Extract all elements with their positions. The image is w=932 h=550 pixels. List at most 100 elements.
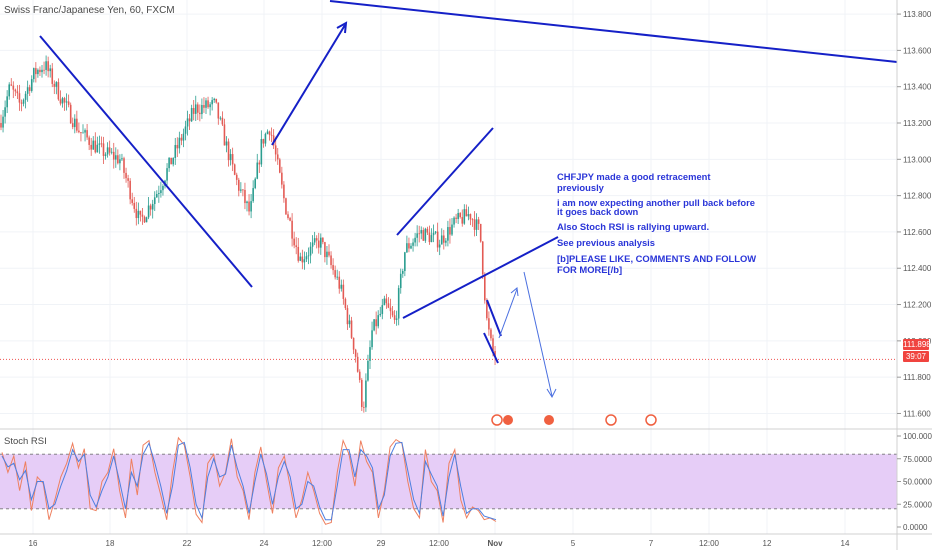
candle-body (334, 270, 336, 278)
candle-body (76, 118, 78, 131)
trend-drawings[interactable] (39, 0, 898, 399)
economic-event-markers[interactable] (491, 414, 657, 426)
candle-body (467, 214, 470, 217)
candle-body (2, 116, 4, 128)
candle-body (231, 154, 234, 165)
event-marker[interactable] (491, 414, 503, 426)
candle-body (16, 91, 19, 94)
candle-body (166, 168, 168, 181)
candle-body (371, 330, 373, 348)
candle-body (78, 130, 80, 133)
candle-body (268, 131, 271, 135)
candle-body (410, 245, 412, 249)
candle-body (219, 117, 222, 119)
candle-body (127, 178, 129, 181)
candle-body (115, 155, 117, 160)
candle-body (41, 69, 43, 73)
candle-body (55, 82, 58, 87)
analysis-note[interactable]: CHFJPY made a good retracement previousl… (557, 171, 757, 275)
candle-body (182, 133, 185, 141)
long-resistance-line[interactable] (329, 0, 898, 63)
channel-lower-line[interactable] (402, 236, 559, 319)
price-tick-label: 111.800 (903, 373, 931, 382)
candle-body (207, 100, 209, 108)
candle-body (414, 237, 416, 243)
candle-body (287, 214, 289, 218)
candle-body (426, 228, 429, 233)
candle-body (65, 101, 68, 103)
event-marker-flag-icon[interactable] (544, 415, 554, 425)
candle-body (289, 217, 291, 221)
candle-body (248, 201, 250, 212)
candle-body (488, 318, 490, 330)
price-tick-label: 113.000 (903, 155, 932, 164)
candle-body (22, 99, 25, 104)
candle-body (281, 172, 283, 185)
channel-upper-line[interactable] (396, 127, 494, 236)
candle-body (6, 96, 8, 108)
rsi-tick-label: 25.0000 (903, 500, 932, 509)
candle-body (133, 202, 136, 209)
candle-body (246, 201, 248, 204)
rsi-tick-label: 50.0000 (903, 478, 932, 487)
candle-body (53, 83, 56, 87)
candle-body (428, 232, 431, 243)
candle-body (305, 256, 308, 260)
candle-body (213, 98, 215, 101)
candle-body (86, 130, 88, 138)
candle-body (71, 123, 74, 128)
candle-body (412, 242, 414, 246)
downtrend-line-left[interactable] (39, 35, 253, 288)
candle-body (266, 131, 269, 134)
event-marker[interactable] (645, 414, 657, 426)
stoch-rsi-label[interactable]: Stoch RSI (4, 436, 47, 447)
candle-body (367, 360, 369, 381)
candle-body (137, 210, 140, 219)
candle-body (258, 162, 261, 165)
last-price-badge: 111.898 (903, 339, 931, 350)
candle-body (98, 143, 101, 145)
candle-body (117, 155, 119, 164)
candle-body (416, 233, 418, 238)
candle-body (203, 105, 205, 108)
candle-body (356, 356, 359, 372)
candle-body (74, 118, 76, 128)
candle-body (104, 154, 107, 156)
candle-body (383, 298, 386, 306)
time-tick-label: 16 (29, 539, 38, 548)
rsi-axis-ticks[interactable]: 100.0000 75.0000 50.0000 25.0000 0.0000 (897, 432, 932, 532)
candle-body (477, 219, 480, 224)
candle-body (47, 61, 49, 72)
candle-body (285, 198, 287, 215)
arrow-up-left[interactable] (271, 24, 346, 146)
candle-body (350, 320, 353, 338)
flag-line-2[interactable] (483, 332, 499, 364)
candle-body (102, 143, 105, 156)
candle-body (242, 189, 244, 191)
time-axis-ticks[interactable]: 16 18 22 24 12:00 29 12:00 Nov 5 7 12:00 12 14 (29, 539, 850, 548)
flag-line-1[interactable] (486, 299, 502, 337)
candle-body (252, 188, 254, 202)
candle-body (375, 319, 377, 327)
stoch-rsi-lines (1, 436, 497, 525)
candle-body (365, 380, 367, 408)
stoch-rsi-d-line (1, 436, 497, 525)
projection-up-arrow[interactable] (498, 288, 518, 339)
event-marker[interactable] (605, 414, 617, 426)
candle-body (326, 251, 328, 258)
candle-body (473, 219, 476, 230)
projection-down-arrow[interactable] (523, 271, 553, 397)
event-marker-flag-icon[interactable] (503, 415, 513, 425)
candle-body (0, 123, 2, 128)
candle-body (486, 300, 488, 319)
candle-body (131, 199, 133, 203)
candle-body (26, 87, 29, 94)
candle-body (303, 259, 306, 263)
candle-body (463, 209, 466, 224)
candle-body (418, 233, 420, 235)
candle-body (328, 251, 330, 256)
candle-body (332, 265, 334, 271)
candle-body (336, 276, 338, 278)
time-tick-label: 22 (183, 539, 192, 548)
price-tick-label: 112.400 (903, 264, 932, 273)
